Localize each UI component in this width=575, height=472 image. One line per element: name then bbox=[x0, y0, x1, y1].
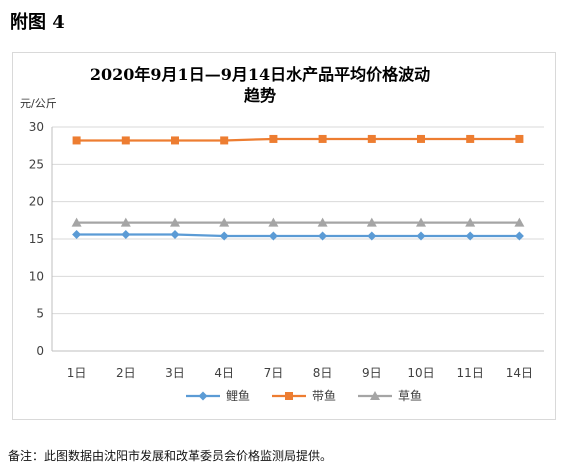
gridlines bbox=[51, 126, 544, 352]
x-tick-label: 11日 bbox=[457, 366, 484, 380]
data-point bbox=[219, 217, 230, 227]
data-point bbox=[71, 217, 82, 227]
chart-title-line1: 2020年9月1日—9月14日水产品平均价格波动 bbox=[89, 65, 431, 84]
series-line bbox=[76, 137, 520, 142]
legend-marker bbox=[370, 391, 380, 400]
y-tick-label: 30 bbox=[29, 120, 44, 134]
data-point bbox=[121, 230, 131, 240]
data-point bbox=[515, 134, 524, 143]
data-point bbox=[72, 136, 81, 145]
y-tick-label: 15 bbox=[29, 232, 44, 246]
y-tick-labels: 0 5 10 15 20 25 30 bbox=[29, 120, 44, 358]
data-point bbox=[72, 230, 82, 240]
x-tick-label: 2日 bbox=[116, 366, 136, 380]
legend-label: 鲤鱼 bbox=[226, 389, 250, 403]
x-tick-label: 4日 bbox=[214, 366, 234, 380]
footnote: 备注：此图数据由沈阳市发展和改革委员会价格监测局提供。 bbox=[8, 449, 333, 463]
figure-label: 附图 4 bbox=[10, 12, 65, 33]
data-point bbox=[367, 134, 376, 143]
x-tick-label: 10日 bbox=[407, 366, 434, 380]
x-tick-label: 7日 bbox=[264, 366, 284, 380]
y-tick-label: 20 bbox=[29, 195, 44, 209]
data-point bbox=[466, 134, 475, 143]
x-tick-label: 1日 bbox=[67, 366, 87, 380]
legend-marker bbox=[198, 391, 208, 401]
data-point bbox=[416, 231, 426, 241]
data-point bbox=[367, 231, 377, 241]
x-tick-label: 8日 bbox=[313, 366, 333, 380]
chart-title-line2: 趋势 bbox=[243, 86, 276, 105]
x-tick-label: 9日 bbox=[362, 366, 382, 380]
legend-marker bbox=[285, 392, 293, 400]
data-point bbox=[171, 136, 179, 145]
data-point bbox=[121, 136, 130, 145]
data-point bbox=[514, 231, 524, 241]
data-point bbox=[318, 231, 328, 241]
data-point bbox=[170, 230, 180, 240]
y-axis-unit: 元/公斤 bbox=[20, 97, 57, 110]
x-tick-label: 3日 bbox=[165, 366, 185, 380]
legend-label: 草鱼 bbox=[398, 389, 422, 403]
data-point bbox=[465, 217, 476, 227]
data-point bbox=[417, 134, 425, 143]
y-tick-label: 25 bbox=[29, 157, 44, 171]
y-tick-label: 0 bbox=[36, 344, 44, 358]
data-point bbox=[318, 134, 327, 143]
x-tick-label: 14日 bbox=[506, 366, 533, 380]
data-point bbox=[120, 217, 131, 227]
data-point bbox=[268, 217, 279, 227]
series-line bbox=[76, 233, 520, 238]
data-point bbox=[416, 217, 426, 227]
data-point bbox=[366, 217, 377, 227]
data-point bbox=[268, 231, 278, 241]
legend: 鲤鱼 带鱼 草鱼 bbox=[186, 389, 422, 403]
data-point bbox=[170, 217, 180, 227]
chart-title: 2020年9月1日—9月14日水产品平均价格波动 趋势 bbox=[40, 64, 480, 106]
data-point bbox=[269, 134, 278, 143]
series-lines bbox=[71, 134, 525, 241]
data-point bbox=[220, 136, 229, 145]
legend-label: 带鱼 bbox=[312, 389, 336, 403]
y-tick-label: 10 bbox=[29, 269, 44, 283]
y-tick-label: 5 bbox=[36, 307, 44, 321]
data-point bbox=[317, 217, 328, 227]
x-tick-labels: 1日 2日 3日 4日 7日 8日 9日 10日 11日 14日 bbox=[67, 366, 533, 380]
data-point bbox=[465, 231, 475, 241]
data-point bbox=[219, 231, 229, 241]
data-point bbox=[514, 217, 525, 227]
